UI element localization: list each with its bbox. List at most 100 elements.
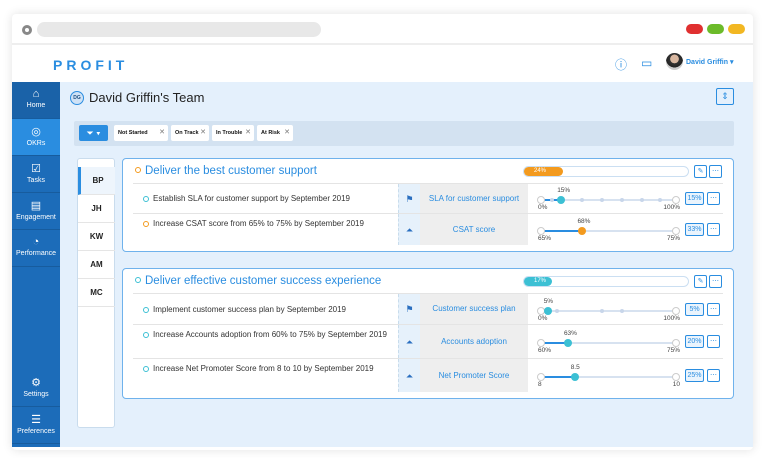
sidebar-item-performance[interactable]: ◔ Performance	[12, 230, 60, 267]
key-result-name[interactable]: SLA for customer support	[420, 184, 528, 213]
objective-more-button[interactable]: ⋯	[709, 165, 722, 178]
gear-icon: ⚙	[31, 377, 41, 389]
slider-end	[672, 373, 680, 381]
key-result-text[interactable]: Implement customer success plan by Septe…	[143, 304, 388, 316]
objective-title[interactable]: Deliver the best customer support	[135, 165, 317, 177]
person-tab-am[interactable]: AM	[78, 251, 115, 279]
filter-chip-label: On Track	[175, 130, 199, 136]
key-result-score[interactable]: 5%	[685, 302, 704, 316]
sidebar-item-tasks[interactable]: ☑ Tasks	[12, 156, 60, 193]
filter-chip: In Trouble ✕	[212, 125, 254, 141]
remove-filter-icon[interactable]: ✕	[284, 129, 290, 136]
slider-min-label: 0%	[538, 314, 548, 322]
progress-slider[interactable]: 15% 0% 100%	[537, 187, 680, 211]
expand-collapse-button[interactable]: ⇕	[716, 88, 734, 105]
key-result-name[interactable]: Accounts adoption	[420, 325, 528, 358]
user-avatar[interactable]	[666, 53, 683, 70]
slider-end	[672, 306, 680, 315]
sidebar-item-okrs[interactable]: ◎ OKRs	[12, 119, 60, 156]
filter-chip-label: In Trouble	[216, 130, 243, 136]
filter-chip-label: Not Started	[118, 130, 148, 136]
key-result-text[interactable]: Establish SLA for customer support by Se…	[143, 193, 388, 205]
slider-max-label: 100%	[663, 314, 680, 322]
sidebar-item-preferences[interactable]: ☰ Preferences	[12, 407, 60, 444]
objective-progress-fill: 24%	[524, 167, 564, 176]
status-ring-icon	[143, 306, 149, 313]
remove-filter-icon[interactable]: ✕	[159, 129, 165, 136]
slider-handle[interactable]	[557, 196, 566, 204]
user-menu[interactable]: David Griffin ▾	[686, 59, 734, 66]
key-result-more-button[interactable]: ⋯	[707, 192, 720, 205]
slider-fill	[541, 230, 582, 232]
tasks-icon: ☑	[31, 163, 41, 175]
objective-title[interactable]: Deliver effective customer success exper…	[135, 275, 381, 287]
slider-min-label: 0%	[538, 204, 548, 211]
key-result-text[interactable]: Increase Net Promoter Score from 8 to 10…	[143, 363, 388, 375]
gauge-icon: ◔	[32, 236, 40, 248]
sidebar: ⌂ Home ◎ OKRs ☑ Tasks ▤ Engagement ◔ Performance ⚙…	[12, 82, 60, 447]
progress-slider[interactable]: 5% 0% 100%	[537, 298, 680, 322]
key-result-name[interactable]: Net Promoter Score	[420, 359, 528, 392]
home-icon: ⌂	[32, 88, 40, 100]
milestone-dot	[640, 198, 645, 202]
slider-start	[537, 196, 545, 204]
sidebar-item-settings[interactable]: ⚙ Settings	[12, 370, 60, 407]
help-icon[interactable]: ⓘ	[615, 58, 628, 72]
objective-more-button[interactable]: ⋯	[709, 275, 722, 288]
key-result-more-button[interactable]: ⋯	[707, 223, 720, 236]
profit-logo[interactable]: PROFIT	[53, 57, 129, 73]
sidebar-item-label: OKRs	[26, 140, 46, 147]
progress-slider[interactable]: 63% 60% 75%	[537, 330, 680, 354]
window-minimize-dot[interactable]	[728, 24, 745, 34]
slider-handle[interactable]	[570, 373, 579, 381]
slider-handle[interactable]	[564, 339, 572, 347]
filter-button[interactable]: ⏷ ▾	[79, 125, 108, 141]
window-close-dot[interactable]	[686, 24, 703, 34]
key-result-text[interactable]: Increase CSAT score from 65% to 75% by S…	[143, 218, 388, 230]
slider-handle[interactable]	[543, 306, 552, 315]
key-result-score[interactable]: 33%	[685, 223, 704, 236]
key-result-score[interactable]: 20%	[685, 335, 704, 348]
key-result-name[interactable]: Customer success plan	[420, 294, 528, 324]
edit-objective-button[interactable]: ✎	[694, 275, 707, 288]
window-maximize-dot[interactable]	[707, 24, 724, 34]
key-result-score[interactable]: 25%	[685, 369, 704, 382]
objective-card: Deliver the best customer support 24% ✎ ⋯ Es…	[122, 158, 734, 252]
sidebar-item-label: Performance	[15, 250, 57, 257]
slider-track	[541, 199, 676, 201]
preferences-icon: ☰	[31, 414, 41, 426]
team-avatar: DG	[70, 91, 84, 105]
browser-settings-icon[interactable]	[22, 25, 32, 35]
objective-title-text: Deliver the best customer support	[145, 165, 317, 177]
slider-track	[541, 342, 676, 344]
edit-objective-button[interactable]: ✎	[694, 165, 707, 178]
key-result-label: Increase Accounts adoption from 60% to 7…	[153, 330, 387, 339]
metric-icon: ⏶	[398, 359, 420, 392]
sidebar-item-engagement[interactable]: ▤ Engagement	[12, 193, 60, 230]
person-tab-kw[interactable]: KW	[78, 223, 115, 251]
person-tab-jh[interactable]: JH	[78, 195, 115, 223]
milestone-dot	[555, 308, 560, 313]
person-tab-mc[interactable]: MC	[78, 279, 115, 307]
messages-icon[interactable]: ▭	[641, 56, 653, 70]
sidebar-item-home[interactable]: ⌂ Home	[12, 82, 60, 119]
key-result-more-button[interactable]: ⋯	[707, 335, 720, 348]
key-result-more-button[interactable]: ⋯	[707, 369, 720, 382]
address-bar[interactable]	[37, 22, 321, 37]
key-result-row: Increase Accounts adoption from 60% to 7…	[133, 324, 723, 358]
key-result-name[interactable]: CSAT score	[420, 214, 528, 245]
key-result-row: Implement customer success plan by Septe…	[133, 293, 723, 324]
objective-progress-bar: 17%	[523, 276, 689, 287]
milestone-dot	[620, 198, 624, 202]
remove-filter-icon[interactable]: ✕	[245, 129, 251, 136]
slider-handle[interactable]	[577, 227, 586, 235]
person-tab-bp[interactable]: BP	[78, 167, 115, 195]
key-result-text[interactable]: Increase Accounts adoption from 60% to 7…	[143, 329, 388, 341]
progress-slider[interactable]: 68% 65% 75%	[537, 218, 680, 242]
key-result-more-button[interactable]: ⋯	[707, 302, 720, 316]
sidebar-item-label: Tasks	[27, 177, 45, 184]
progress-slider[interactable]: 8.5 8 10	[537, 364, 680, 388]
key-result-score[interactable]: 15%	[685, 192, 704, 205]
browser-bar	[12, 14, 753, 45]
remove-filter-icon[interactable]: ✕	[200, 129, 206, 136]
